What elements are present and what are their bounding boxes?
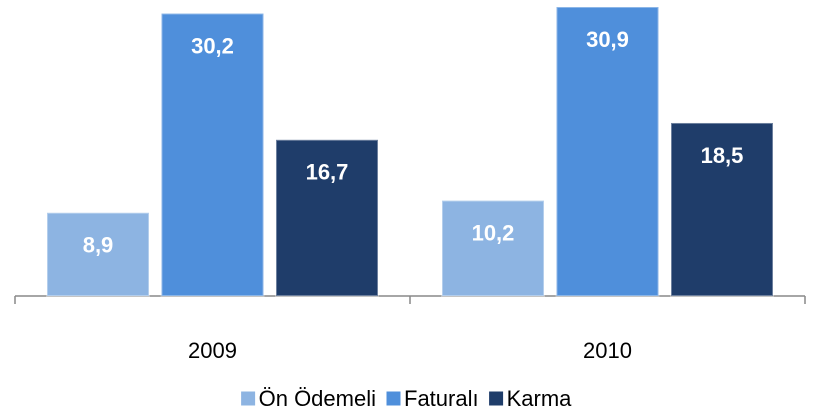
x-tick-label: 2009 bbox=[188, 338, 237, 363]
value-label: 16,7 bbox=[306, 160, 349, 185]
bar bbox=[555, 6, 660, 297]
legend-label: Faturalı bbox=[404, 386, 479, 411]
legend-label: Karma bbox=[507, 386, 573, 411]
value-label: 30,9 bbox=[586, 27, 629, 52]
bar bbox=[670, 121, 774, 298]
bar bbox=[46, 211, 150, 297]
bar bbox=[441, 199, 545, 297]
bar bbox=[160, 12, 265, 297]
legend-swatch bbox=[385, 390, 402, 407]
value-label: 18,5 bbox=[701, 143, 744, 168]
value-label: 30,2 bbox=[191, 33, 234, 58]
value-label: 10,2 bbox=[472, 220, 515, 245]
value-label: 8,9 bbox=[83, 233, 114, 258]
legend-label: Ön Ödemeli bbox=[259, 386, 376, 411]
x-tick-label: 2010 bbox=[583, 338, 632, 363]
legend-swatch bbox=[488, 390, 505, 407]
legend-swatch bbox=[240, 390, 257, 407]
bar bbox=[275, 138, 379, 297]
